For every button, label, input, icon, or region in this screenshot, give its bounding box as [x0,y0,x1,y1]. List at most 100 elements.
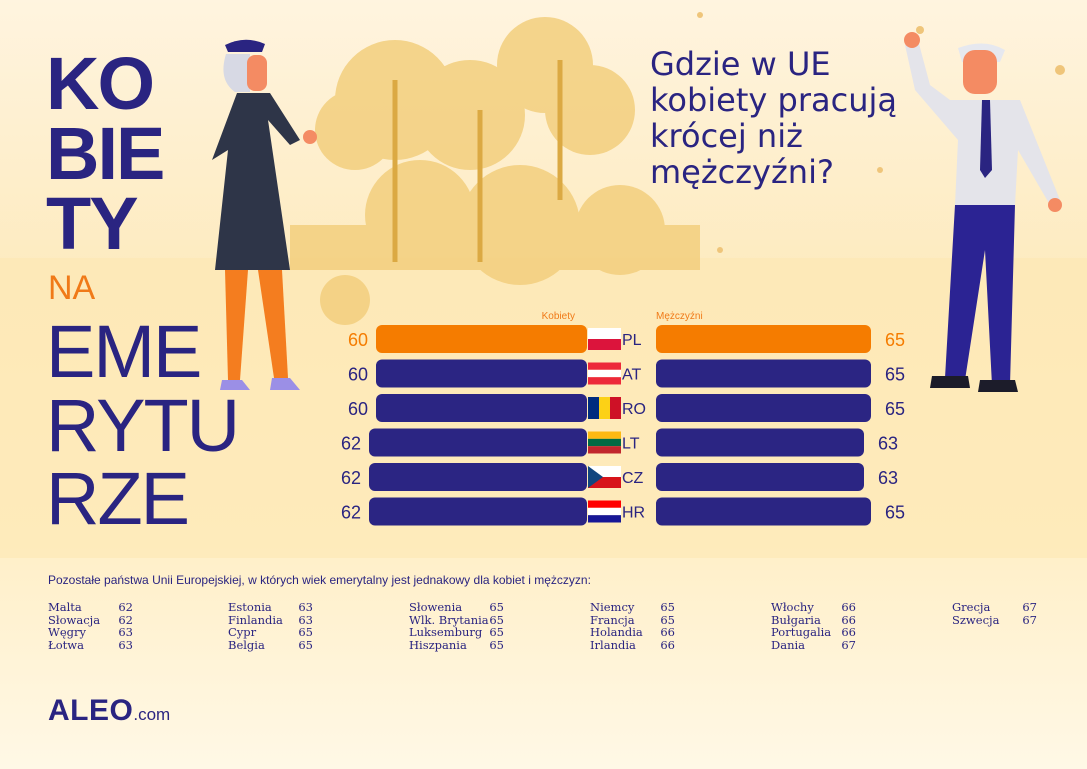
retirement-age: 62 [118,612,133,627]
country-row: Francja 65 [590,612,675,627]
bar-men-LT [656,428,864,457]
title-line-1: KO [46,42,155,125]
flag-stripe [588,438,621,447]
country-row: Belgia 65 [228,637,313,652]
flag-lt-icon [588,431,621,454]
flag-stripe [588,431,621,439]
country-row: Słowenia 65 [409,601,504,614]
bar-women-RO [376,394,587,422]
country-name: Luksemburg [409,625,483,639]
flag-stripe [610,397,621,419]
value-women-PL: 60 [348,330,368,350]
flag-stripe [588,369,621,378]
woman-illustration [212,39,317,390]
flag-hr-icon [588,500,621,523]
retirement-age: 66 [841,612,856,627]
retirement-age: 65 [489,600,504,614]
country-row: Malta 62 [48,601,133,614]
flag-stripe [588,362,621,370]
value-men-LT: 63 [878,434,898,454]
country-row: Słowacja 62 [48,612,133,627]
country-column: Malta 62 Słowacja 62 Węgry 63 Łotwa 63 [48,601,218,651]
retirement-age: 65 [660,600,675,614]
aleo-logo: ALEO.com [48,694,171,727]
title-line-5: RYTU [46,384,240,467]
flag-stripe [588,515,621,523]
country-row: Włochy 66 [771,601,856,614]
country-row: Węgry 63 [48,626,133,639]
title-line-3: TY [46,182,139,265]
country-column: Grecja 67 Szwecja 67 [952,601,1087,626]
country-row: Holandia 66 [590,626,675,639]
country-name: Cypr [228,625,257,639]
retirement-age: 66 [660,637,675,652]
value-men-CZ: 63 [878,468,898,488]
country-name: Szwecja [952,612,1000,627]
value-men-HR: 65 [885,503,905,523]
country-column: Słowenia 65 Wlk. Brytania 65 Luksemburg 65 His… [409,601,579,651]
flag-stripe [588,397,599,419]
flag-ro-icon [588,397,621,419]
title-line-4: EME [46,310,202,393]
flag-at-icon [588,362,621,385]
country-row: Cypr 65 [228,626,313,639]
country-row: Hiszpania 65 [409,637,504,652]
retirement-age: 67 [1022,600,1037,614]
retirement-age: 63 [298,600,313,614]
country-name: Grecja [952,600,991,614]
country-code-HR: HR [622,505,645,522]
country-name: Francja [590,612,635,627]
retirement-age: 65 [489,637,504,652]
country-name: Holandia [590,625,643,639]
country-row: Estonia 63 [228,601,313,614]
country-name: Estonia [228,600,272,614]
country-row: Portugalia 66 [771,626,856,639]
country-code-PL: PL [622,332,642,349]
trees-illustration [290,17,700,325]
country-name: Wlk. Brytania [409,612,489,627]
retirement-age: 63 [118,637,133,652]
flag-stripe [588,477,621,488]
country-name: Dania [771,637,806,652]
flag-stripe [588,507,621,516]
value-women-HR: 62 [341,503,361,523]
other-countries-title: Pozostałe państwa Unii Europejskiej, w k… [48,573,591,587]
flag-stripe [588,339,621,350]
flag-stripe [588,466,621,477]
country-column: Włochy 66 Bułgaria 66 Portugalia 66 Dania 67 [771,601,941,651]
flag-stripe [588,500,621,508]
country-name: Hiszpania [409,637,467,652]
retirement-age: 63 [298,612,313,627]
country-name: Niemcy [590,600,635,614]
country-name: Bułgaria [771,612,821,627]
country-name: Węgry [48,625,86,639]
country-row: Grecja 67 [952,601,1037,614]
series-label-women: Kobiety [542,311,575,322]
bar-men-RO [656,394,871,422]
value-women-AT: 60 [348,365,368,385]
country-row: Bułgaria 66 [771,612,856,627]
retirement-age: 65 [660,612,675,627]
retirement-age: 66 [841,625,856,639]
retirement-age: 65 [298,637,313,652]
retirement-age: 65 [298,625,313,639]
country-code-LT: LT [622,436,640,453]
value-women-LT: 62 [341,434,361,454]
country-code-AT: AT [622,367,641,384]
bar-women-CZ [369,463,587,491]
question-heading: Gdzie w UE kobiety pracują krócej niż mę… [650,45,897,191]
country-name: Finlandia [228,612,283,627]
country-name: Włochy [771,600,814,614]
bar-women-LT [369,428,587,457]
flag-cz-icon [588,466,621,488]
value-men-RO: 65 [885,399,905,419]
country-row: Wlk. Brytania 65 [409,612,504,627]
retirement-age: 65 [489,612,504,627]
value-women-RO: 60 [348,399,368,419]
country-row: Dania 67 [771,637,856,652]
country-name: Słowacja [48,612,101,627]
country-name: Malta [48,600,82,614]
flag-stripe [588,446,621,454]
value-men-AT: 65 [885,365,905,385]
